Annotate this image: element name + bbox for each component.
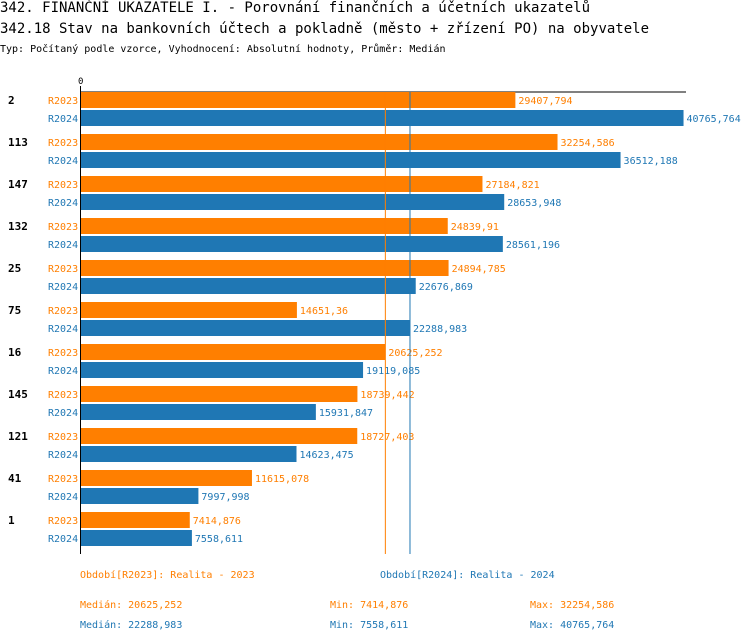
bar-r2023-16 — [81, 344, 386, 360]
legend-r2024-max: Max: 40765,764 — [530, 620, 615, 631]
category-label-16: 16 — [8, 346, 22, 359]
series-label-r2024: R2024 — [48, 534, 78, 545]
category-label-2: 2 — [8, 94, 15, 107]
bar-value-r2023-41: 11615,078 — [255, 474, 309, 485]
bar-value-r2024-132: 28561,196 — [506, 240, 560, 251]
bar-value-r2023-2: 29407,794 — [518, 96, 572, 107]
category-label-25: 25 — [8, 262, 21, 275]
series-label-r2024: R2024 — [48, 156, 78, 167]
bar-value-r2023-147: 27184,821 — [485, 180, 539, 191]
bar-value-r2024-75: 22288,983 — [413, 324, 467, 335]
series-label-r2024: R2024 — [48, 240, 78, 251]
axis-zero-label: 0 — [78, 77, 83, 87]
bar-r2024-2 — [81, 110, 684, 126]
bar-value-r2024-121: 14623,475 — [299, 450, 353, 461]
bar-r2024-25 — [81, 278, 416, 294]
bar-r2023-2 — [81, 92, 516, 108]
bar-value-r2023-25: 24894,785 — [452, 264, 506, 275]
bar-r2024-1 — [81, 530, 192, 546]
bar-value-r2024-147: 28653,948 — [507, 198, 561, 209]
series-label-r2024: R2024 — [48, 282, 78, 293]
bar-r2023-145 — [81, 386, 358, 402]
legend-r2023-max: Max: 32254,586 — [530, 600, 615, 611]
bar-r2024-75 — [81, 320, 410, 336]
bar-r2023-1 — [81, 512, 190, 528]
series-label-r2023: R2023 — [48, 222, 78, 233]
category-label-41: 41 — [8, 472, 22, 485]
bar-r2023-113 — [81, 134, 558, 150]
chart-subtitle: 342.18 Stav na bankovních účtech a pokla… — [0, 21, 650, 37]
legend-r2023-min: Min: 7414,876 — [330, 600, 409, 611]
legend-r2023-median: Medián: 20625,252 — [80, 600, 183, 611]
bar-r2024-121 — [81, 446, 297, 462]
bar-value-r2024-25: 22676,869 — [419, 282, 473, 293]
bar-value-r2024-41: 7997,998 — [201, 492, 249, 503]
bar-r2024-41 — [81, 488, 199, 504]
series-label-r2023: R2023 — [48, 138, 78, 149]
bar-r2023-25 — [81, 260, 449, 276]
bar-value-r2024-16: 19119,085 — [366, 366, 420, 377]
bar-value-r2024-113: 36512,188 — [624, 156, 678, 167]
category-label-132: 132 — [8, 220, 28, 233]
bar-r2023-147 — [81, 176, 483, 192]
category-label-145: 145 — [8, 388, 28, 401]
category-label-1: 1 — [8, 514, 15, 527]
series-label-r2023: R2023 — [48, 474, 78, 485]
series-label-r2024: R2024 — [48, 198, 78, 209]
series-label-r2024: R2024 — [48, 324, 78, 335]
bar-value-r2023-1: 7414,876 — [193, 516, 241, 527]
series-label-r2024: R2024 — [48, 114, 78, 125]
series-label-r2023: R2023 — [48, 96, 78, 107]
bar-r2023-41 — [81, 470, 252, 486]
legend-r2024-period: Období[R2024]: Realita - 2024 — [380, 570, 555, 581]
bar-r2024-145 — [81, 404, 316, 420]
series-label-r2023: R2023 — [48, 348, 78, 359]
bar-value-r2023-75: 14651,36 — [300, 306, 348, 317]
series-label-r2023: R2023 — [48, 390, 78, 401]
bar-value-r2023-145: 18739,442 — [360, 390, 414, 401]
type-line: Typ: Počítaný podle vzorce, Vyhodnocení:… — [0, 44, 446, 55]
legend-r2024-min: Min: 7558,611 — [330, 620, 409, 631]
bar-r2024-132 — [81, 236, 503, 252]
series-label-r2023: R2023 — [48, 180, 78, 191]
legend-r2023-period: Období[R2023]: Realita - 2023 — [80, 570, 255, 581]
series-label-r2023: R2023 — [48, 432, 78, 443]
bar-r2024-147 — [81, 194, 505, 210]
category-label-121: 121 — [8, 430, 28, 443]
bar-r2024-113 — [81, 152, 621, 168]
bar-value-r2024-1: 7558,611 — [195, 534, 243, 545]
bar-value-r2023-121: 18727,403 — [360, 432, 414, 443]
bar-value-r2023-132: 24839,91 — [451, 222, 499, 233]
category-label-75: 75 — [8, 304, 21, 317]
chart-title: 342. FINANČNÍ UKAZATELE I. - Porovnání f… — [0, 0, 591, 16]
bar-value-r2023-113: 32254,586 — [561, 138, 615, 149]
series-label-r2024: R2024 — [48, 492, 78, 503]
bar-value-r2023-16: 20625,252 — [388, 348, 442, 359]
category-label-147: 147 — [8, 178, 28, 191]
series-label-r2024: R2024 — [48, 408, 78, 419]
bar-value-r2024-2: 40765,764 — [687, 114, 741, 125]
category-label-113: 113 — [8, 136, 28, 149]
series-label-r2023: R2023 — [48, 516, 78, 527]
bar-r2023-75 — [81, 302, 297, 318]
series-label-r2024: R2024 — [48, 450, 78, 461]
series-label-r2024: R2024 — [48, 366, 78, 377]
bar-r2024-16 — [81, 362, 364, 378]
bar-value-r2024-145: 15931,847 — [319, 408, 373, 419]
bar-r2023-132 — [81, 218, 448, 234]
bar-r2023-121 — [81, 428, 358, 444]
series-label-r2023: R2023 — [48, 264, 78, 275]
legend-r2024-median: Medián: 22288,983 — [80, 620, 183, 631]
series-label-r2023: R2023 — [48, 306, 78, 317]
